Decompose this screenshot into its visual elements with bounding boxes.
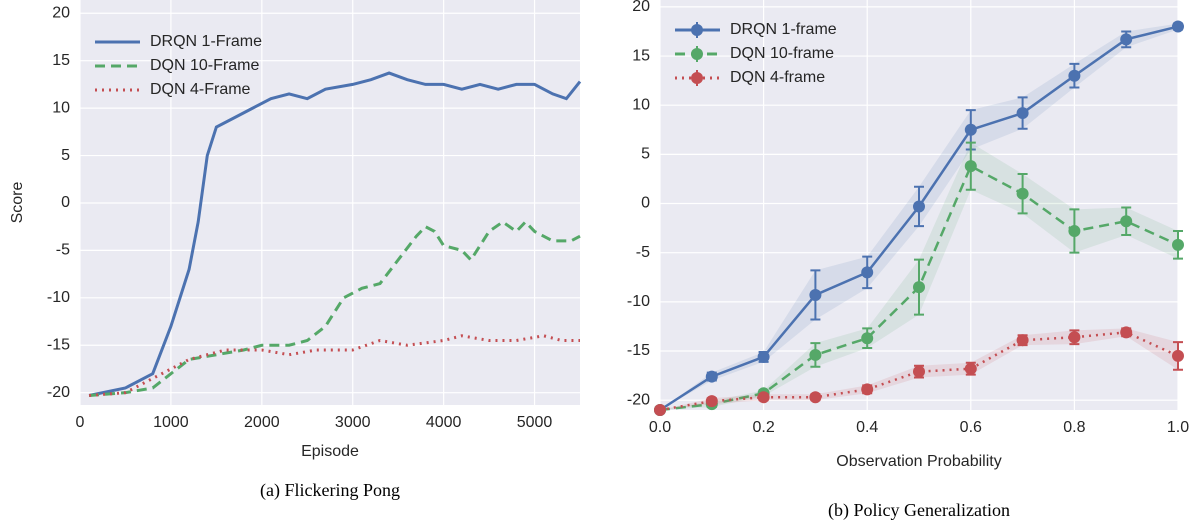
- x-tick-label: 0.6: [960, 419, 982, 436]
- y-tick-label: 5: [61, 147, 70, 164]
- y-tick-label: 20: [52, 4, 70, 21]
- point: [1068, 331, 1081, 344]
- y-tick-label: -10: [47, 289, 70, 306]
- point: [1068, 225, 1081, 238]
- point: [964, 160, 977, 173]
- caption: (a) Flickering Pong: [260, 480, 400, 501]
- point: [1016, 187, 1029, 200]
- point: [913, 281, 925, 294]
- point: [964, 123, 977, 136]
- y-tick-label: 0: [61, 194, 70, 211]
- point: [1172, 238, 1184, 251]
- point: [705, 395, 718, 408]
- y-tick-label: -10: [627, 293, 650, 310]
- point: [1120, 33, 1133, 46]
- y-tick-label: -5: [56, 242, 70, 259]
- legend-swatch: [691, 72, 703, 84]
- point: [1120, 326, 1133, 339]
- point: [757, 391, 770, 404]
- point: [964, 362, 977, 375]
- series-line: [88, 71, 582, 397]
- y-tick-label: -15: [627, 342, 650, 359]
- legend-swatch: [691, 48, 703, 60]
- point: [1016, 107, 1029, 120]
- y-tick-label: 15: [632, 47, 650, 64]
- x-tick-label: 0.2: [752, 419, 774, 436]
- legend-label: DRQN 1-frame: [730, 21, 837, 38]
- y-tick-label: 0: [641, 195, 650, 212]
- x-tick-label: 4000: [426, 414, 462, 431]
- point: [861, 266, 874, 279]
- series-line: [88, 219, 581, 398]
- point: [1120, 215, 1133, 228]
- x-tick-label: 5000: [517, 414, 553, 431]
- y-tick-label: -20: [47, 384, 70, 401]
- legend-label: DQN 10-frame: [730, 45, 834, 62]
- x-tick-label: 0.4: [856, 419, 878, 436]
- point: [913, 200, 925, 213]
- point: [1068, 69, 1081, 82]
- x-tick-label: 1000: [153, 414, 189, 431]
- x-tick-label: 0: [76, 414, 85, 431]
- point: [809, 348, 822, 361]
- y-tick-label: 5: [641, 146, 650, 163]
- legend-label: DRQN 1-Frame: [150, 33, 262, 50]
- point: [1016, 334, 1029, 347]
- legend-label: DQN 10-Frame: [150, 57, 259, 74]
- caption: (b) Policy Generalization: [828, 500, 1010, 521]
- x-tick-label: 0.0: [649, 419, 671, 436]
- x-axis-title: Observation Probability: [836, 453, 1001, 470]
- y-tick-label: 10: [632, 96, 650, 113]
- legend-swatch: [691, 24, 703, 36]
- point: [1172, 20, 1184, 33]
- point: [1172, 349, 1184, 362]
- y-tick-label: -5: [636, 244, 650, 261]
- y-tick-label: 15: [52, 52, 70, 69]
- point: [757, 350, 770, 363]
- series-line: [88, 334, 580, 398]
- y-tick-label: 20: [632, 0, 650, 15]
- x-tick-label: 0.8: [1063, 419, 1085, 436]
- legend-label: DQN 4-frame: [730, 69, 825, 86]
- y-axis-title: Score: [9, 182, 26, 224]
- point: [861, 332, 874, 345]
- y-tick-label: -15: [47, 336, 70, 353]
- point: [861, 383, 874, 396]
- point: [809, 391, 822, 404]
- legend-label: DQN 4-Frame: [150, 81, 251, 98]
- x-tick-label: 2000: [244, 414, 280, 431]
- x-axis-title: Episode: [301, 443, 359, 460]
- x-tick-label: 3000: [335, 414, 371, 431]
- point: [809, 288, 822, 301]
- x-tick-label: 1.0: [1167, 419, 1189, 436]
- y-tick-label: -20: [627, 391, 650, 408]
- y-tick-label: 10: [52, 99, 70, 116]
- point: [705, 370, 718, 383]
- point: [654, 404, 666, 416]
- point: [913, 365, 925, 378]
